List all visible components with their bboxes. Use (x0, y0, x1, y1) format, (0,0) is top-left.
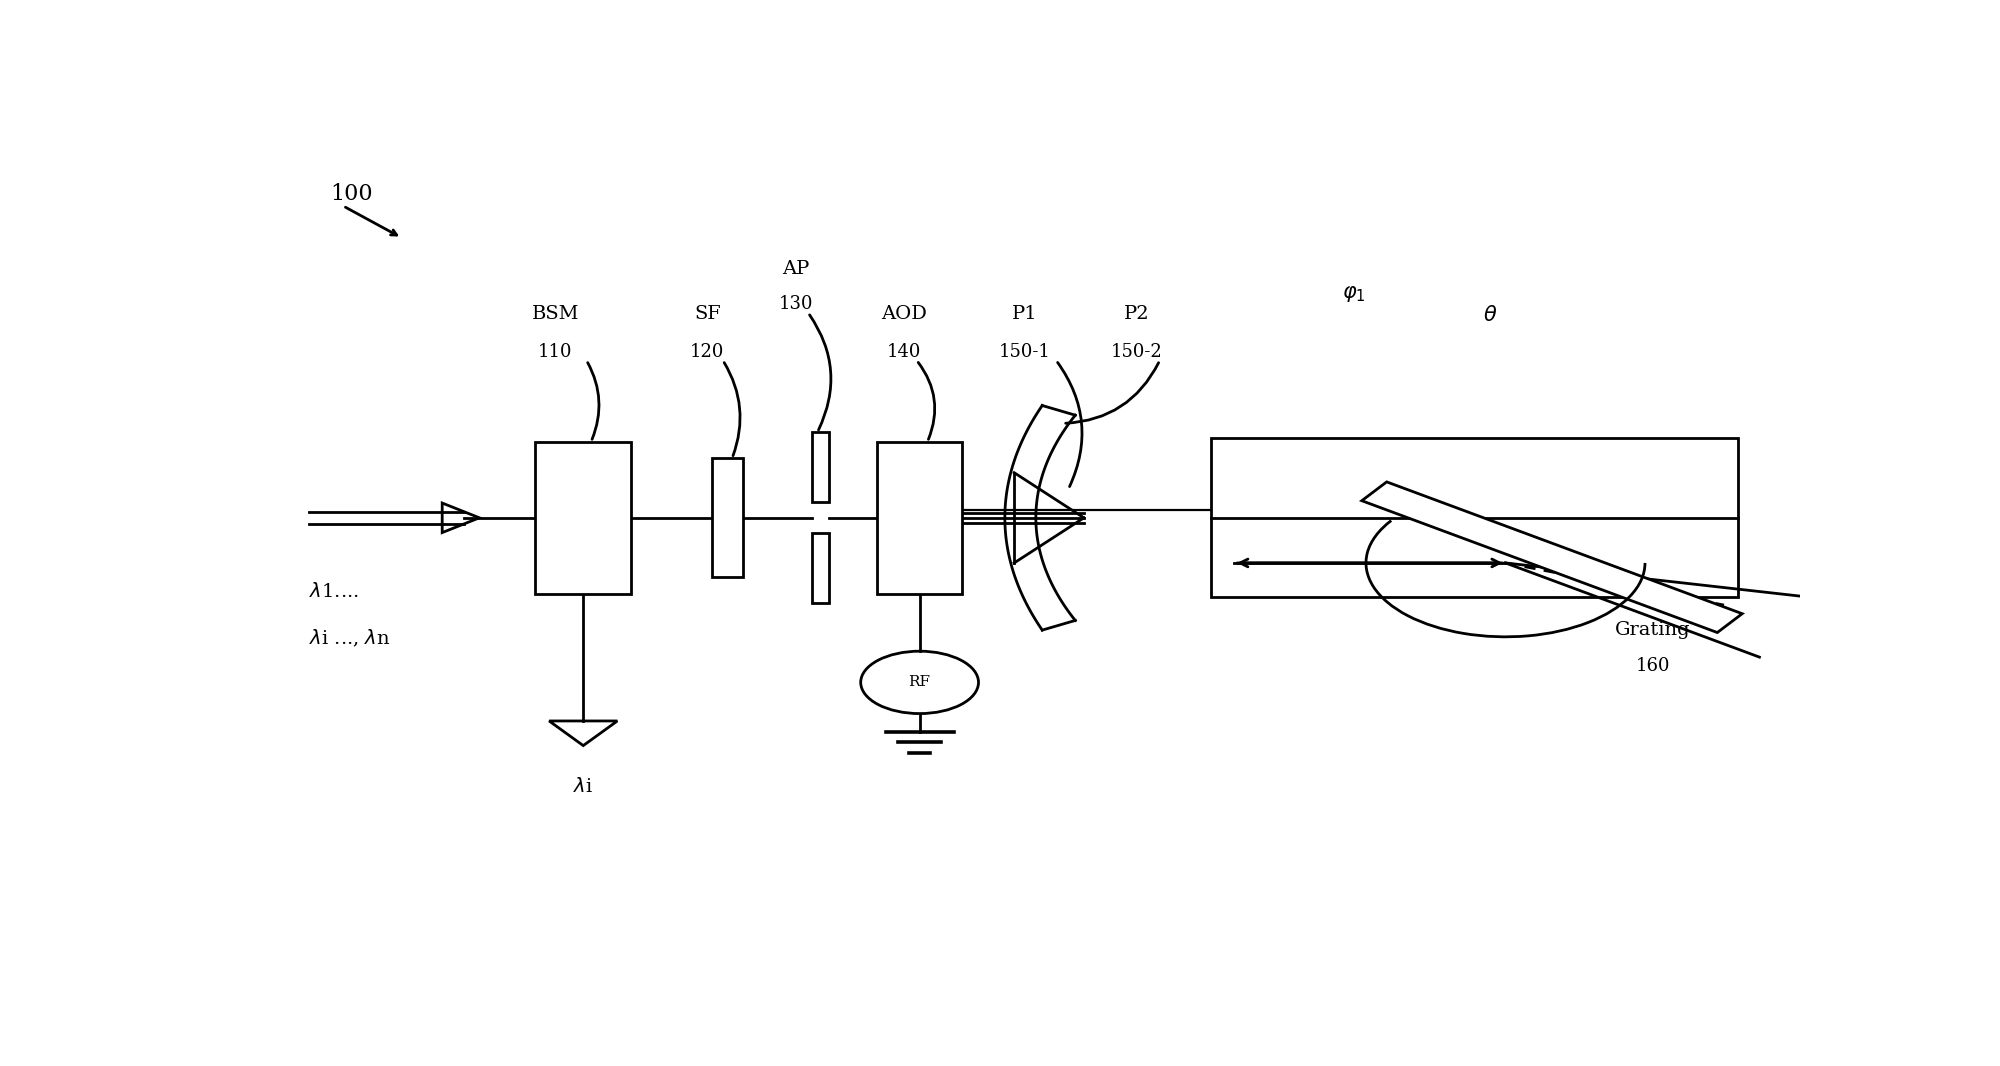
Bar (536, 442, 632, 594)
Text: 100: 100 (330, 182, 374, 205)
Text: AP: AP (782, 260, 810, 278)
Text: 150-2: 150-2 (1110, 343, 1162, 361)
Text: $\lambda$i: $\lambda$i (574, 777, 594, 795)
Bar (1212, 438, 1738, 597)
Text: $\lambda$i ..., $\lambda$n: $\lambda$i ..., $\lambda$n (308, 628, 390, 649)
Text: 150-1: 150-1 (1000, 343, 1050, 361)
Bar (812, 433, 828, 502)
Text: P1: P1 (1012, 305, 1038, 323)
Polygon shape (1362, 482, 1742, 632)
Text: RF: RF (908, 676, 930, 690)
Text: AOD: AOD (882, 305, 928, 323)
Text: $\varphi_1$: $\varphi_1$ (1342, 284, 1366, 304)
Text: 130: 130 (778, 295, 812, 313)
Text: $\theta$: $\theta$ (1482, 305, 1498, 325)
Text: 140: 140 (886, 343, 922, 361)
Text: SF: SF (694, 305, 720, 323)
Text: 110: 110 (538, 343, 572, 361)
Text: BSM: BSM (532, 305, 580, 323)
Text: 120: 120 (690, 343, 724, 361)
Bar (712, 458, 742, 578)
Bar (812, 533, 828, 603)
Text: 160: 160 (1636, 657, 1670, 675)
Text: $\lambda$1....: $\lambda$1.... (308, 582, 358, 601)
Text: Grating: Grating (1614, 621, 1690, 640)
Bar (876, 442, 962, 594)
Text: P2: P2 (1124, 305, 1150, 323)
